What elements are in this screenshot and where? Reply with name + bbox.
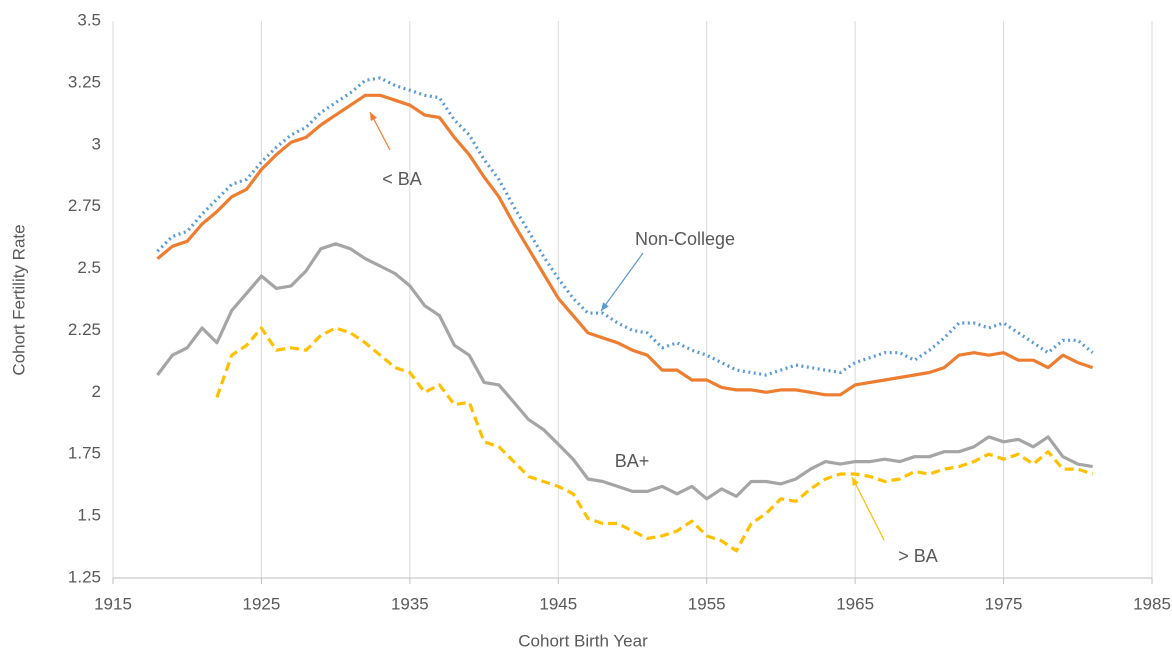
series-label: Non-College xyxy=(635,229,735,249)
annotation-arrowhead xyxy=(601,302,609,311)
y-tick-label: 3.25 xyxy=(68,72,101,91)
x-tick-label: 1915 xyxy=(94,594,132,613)
series-label: < BA xyxy=(382,169,422,189)
x-axis-label: Cohort Birth Year xyxy=(518,631,648,650)
y-tick-label: 2.25 xyxy=(68,320,101,339)
annotation-arrow xyxy=(600,252,644,312)
x-tick-label: 1925 xyxy=(243,594,281,613)
y-tick-label: 1.75 xyxy=(68,444,101,463)
y-axis-label: Cohort Fertility Rate xyxy=(9,224,28,375)
annotation-arrowhead xyxy=(370,112,377,121)
x-tick-label: 1985 xyxy=(1133,594,1171,613)
x-tick-label: 1975 xyxy=(985,594,1023,613)
x-tick-label: 1955 xyxy=(688,594,726,613)
x-tick-label: 1945 xyxy=(539,594,577,613)
y-tick-label: 2 xyxy=(92,382,101,401)
series-line xyxy=(215,326,1094,553)
series-label: > BA xyxy=(898,546,938,566)
series-line xyxy=(156,93,1094,397)
y-tick-label: 3 xyxy=(92,134,101,153)
annotation-arrow xyxy=(851,476,885,541)
annotation-arrowhead xyxy=(852,477,859,486)
y-tick-label: 2.5 xyxy=(77,258,101,277)
y-tick-label: 1.5 xyxy=(77,506,101,525)
x-tick-label: 1935 xyxy=(391,594,429,613)
series-line xyxy=(156,76,1094,377)
series-line xyxy=(156,242,1093,501)
series-label: BA+ xyxy=(615,451,650,471)
x-tick-label: 1965 xyxy=(836,594,874,613)
y-tick-label: 3.5 xyxy=(77,10,101,29)
y-tick-label: 1.25 xyxy=(68,567,101,586)
y-tick-label: 2.75 xyxy=(68,196,101,215)
